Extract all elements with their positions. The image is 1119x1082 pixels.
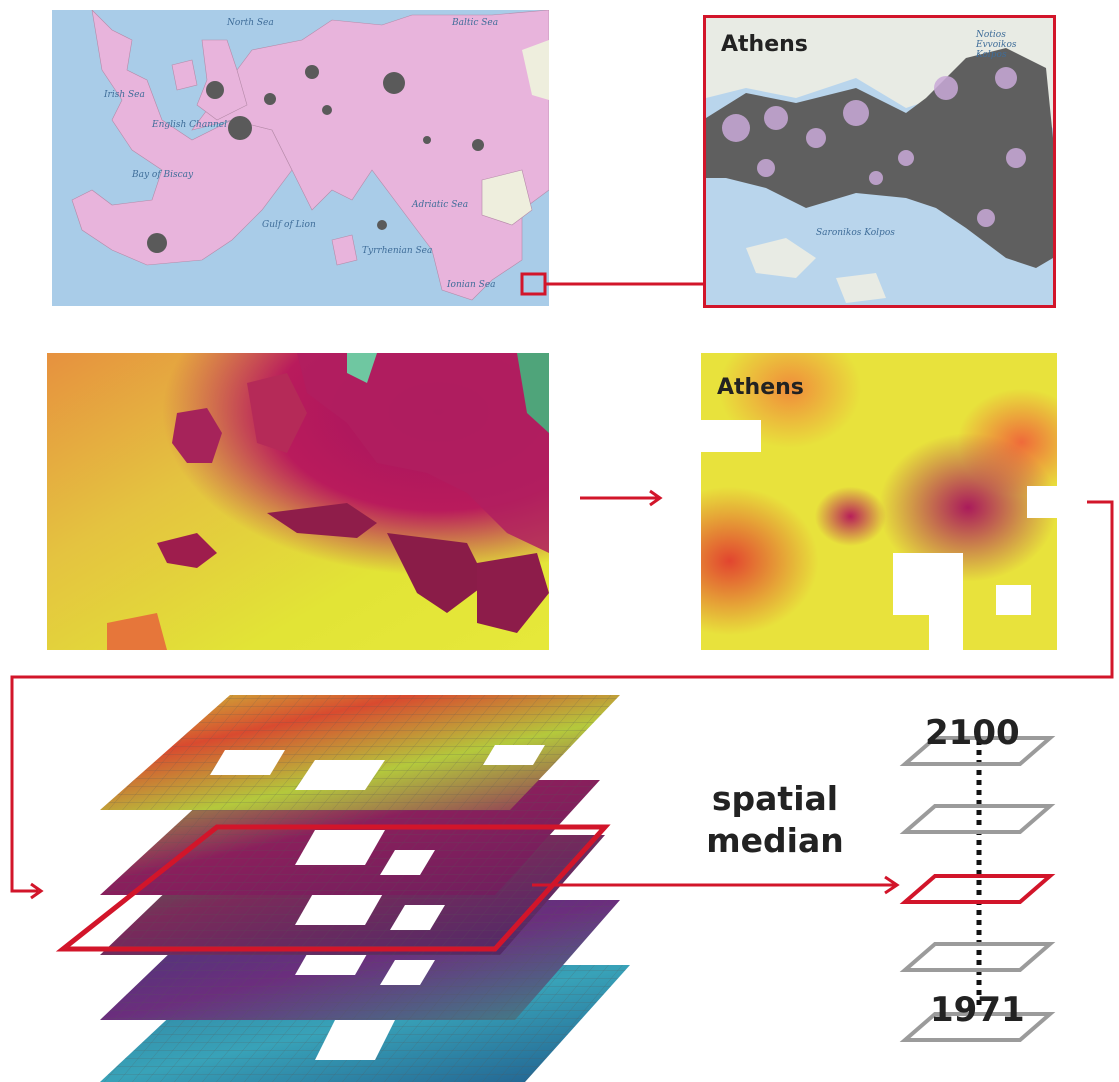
sea-label: North Sea [227, 18, 274, 28]
median-label: median [706, 821, 844, 860]
year-slice-icon [899, 804, 1056, 834]
zoom-connector [520, 272, 705, 296]
start-year-label: 1971 [930, 990, 1025, 1030]
athens-title: Athens [721, 32, 808, 57]
layer-1 [100, 695, 620, 810]
sea-label: Bay of Biscay [132, 170, 194, 180]
end-year-label: 2100 [925, 713, 1020, 753]
sea-label: Irish Sea [104, 90, 145, 100]
spatial-label: spatial [711, 779, 839, 818]
athens-climate-raster: Athens [701, 353, 1057, 650]
year-slice-icon [899, 736, 1056, 766]
arrow-right-icon [532, 875, 900, 895]
sea-label: Baltic Sea [452, 18, 499, 28]
athens-highlight-box [520, 272, 547, 296]
median-layer-highlight [55, 824, 611, 952]
sea-label: Ionian Sea [447, 280, 496, 290]
layer-stack-icon [55, 695, 630, 1082]
year-slice-icon [899, 942, 1056, 972]
europe-climate-raster [47, 353, 549, 650]
timeline-slices [899, 736, 1056, 1042]
sea-label: Tyrrhenian Sea [362, 246, 433, 256]
gulf-label: Notios Evvoikos Kolpos [976, 30, 1017, 60]
year-slice-icon [899, 874, 1056, 904]
flow-connector [10, 500, 1114, 900]
sea-label: Adriatic Sea [412, 200, 469, 210]
year-slice-icon [899, 1012, 1056, 1042]
gulf-label: Saronikos Kolpos [816, 228, 895, 238]
sea-label: English Channel [152, 120, 228, 130]
arrow-right-icon [580, 489, 663, 507]
spatial-median-label: spatial median [700, 778, 850, 862]
athens-zoom-map: Athens Saronikos Kolpos Notios Evvoikos … [703, 15, 1056, 308]
athens-title: Athens [717, 375, 804, 400]
sea-label: Gulf of Lion [262, 220, 316, 230]
europe-overview-map: North Sea Baltic Sea Irish Sea English C… [52, 10, 549, 306]
